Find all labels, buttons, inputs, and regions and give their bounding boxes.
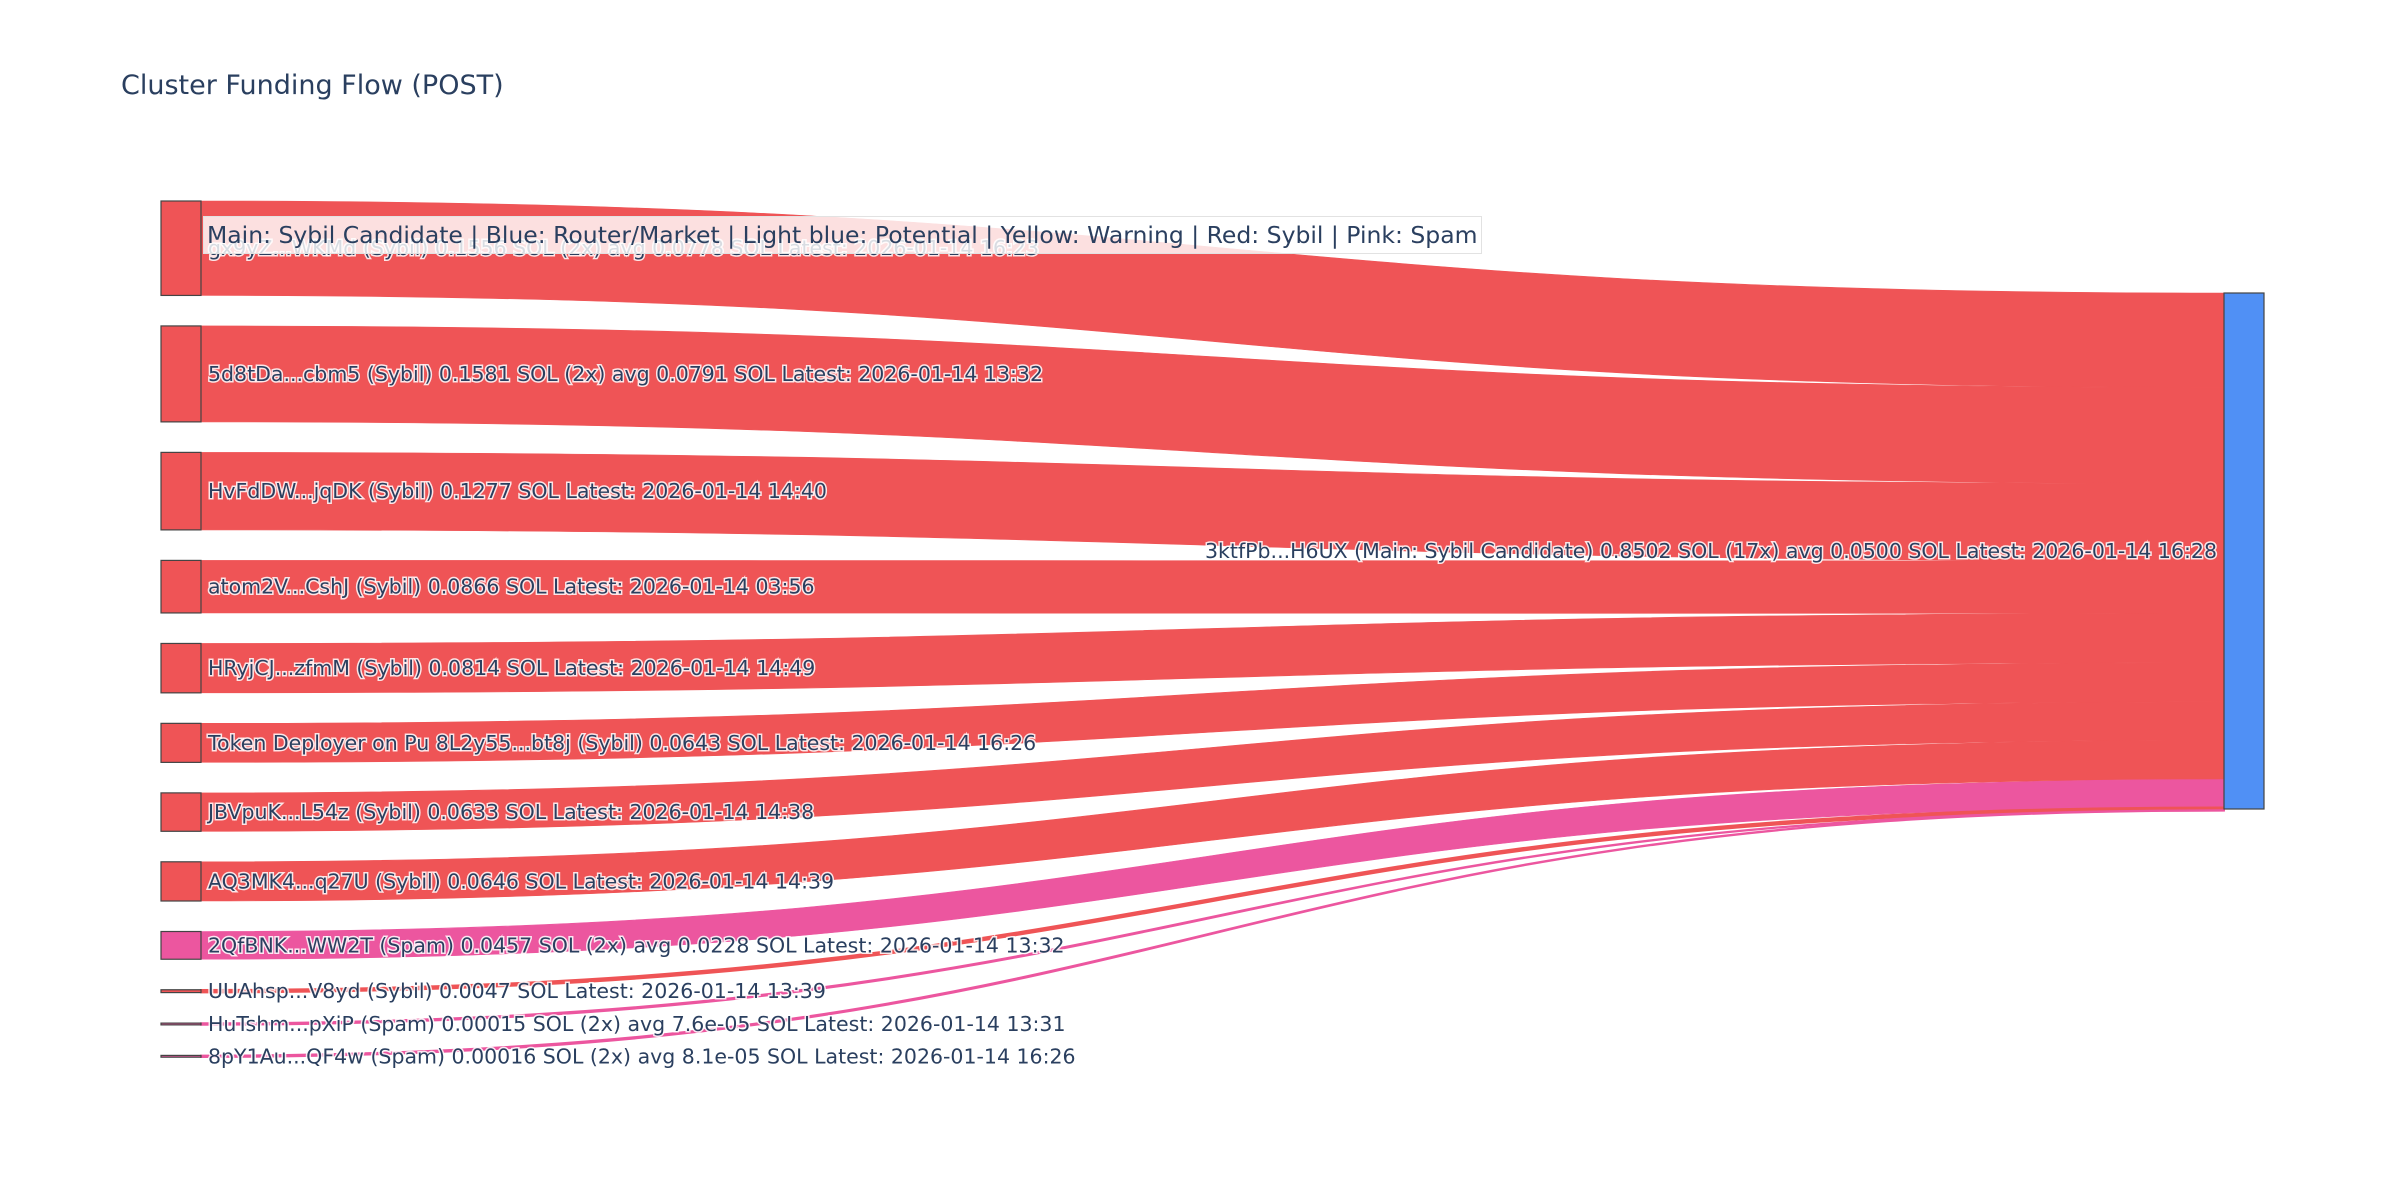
node-label-source-4-halo: HRyjCJ...zfmM (Sybil) 0.0814 SOL Latest:…	[208, 656, 815, 680]
node-label-source-10-halo: HuTshm...pXiP (Spam) 0.00015 SOL (2x) av…	[208, 1012, 1066, 1036]
node-label-source-9: UUAhsp...V8yd (Sybil) 0.0047 SOL Latest:…	[208, 979, 826, 1003]
node-label-source-1: 5d8tDa...cbm5 (Sybil) 0.1581 SOL (2x) av…	[208, 362, 1043, 386]
node-label-source-7-halo: AQ3MK4...q27U (Sybil) 0.0646 SOL Latest:…	[208, 869, 834, 893]
node-label-source-8: 2QfBNK...WW2T (Spam) 0.0457 SOL (2x) avg…	[208, 933, 1065, 957]
node-label-source-2: HvFdDW...jqDK (Sybil) 0.1277 SOL Latest:…	[208, 479, 827, 503]
node-source-3[interactable]	[160, 559, 202, 614]
node-label-source-10: HuTshm...pXiP (Spam) 0.00015 SOL (2x) av…	[208, 1012, 1066, 1036]
node-label-target-main-halo: 3ktfPb...H6UX (Main: Sybil Candidate) 0.…	[1205, 539, 2217, 563]
node-source-11[interactable]	[160, 1054, 202, 1058]
node-source-0[interactable]	[160, 200, 202, 297]
node-source-4[interactable]	[160, 642, 202, 694]
node-source-6[interactable]	[160, 792, 202, 832]
node-label-source-11-halo: 8pY1Au...QF4w (Spam) 0.00016 SOL (2x) av…	[208, 1044, 1076, 1068]
node-label-source-11: 8pY1Au...QF4w (Spam) 0.00016 SOL (2x) av…	[208, 1044, 1076, 1068]
nodes-layer	[160, 200, 2265, 1058]
chart-title: Cluster Funding Flow (POST)	[121, 70, 504, 101]
node-source-10[interactable]	[160, 1022, 202, 1026]
node-label-source-1-halo: 5d8tDa...cbm5 (Sybil) 0.1581 SOL (2x) av…	[208, 362, 1043, 386]
node-source-9[interactable]	[160, 989, 202, 994]
node-label-source-3-halo: atom2V...CshJ (Sybil) 0.0866 SOL Latest:…	[208, 575, 815, 599]
node-label-source-3: atom2V...CshJ (Sybil) 0.0866 SOL Latest:…	[208, 575, 815, 599]
node-source-2[interactable]	[160, 451, 202, 531]
node-label-source-6-halo: JBVpuK...L54z (Sybil) 0.0633 SOL Latest:…	[206, 800, 814, 824]
node-source-7[interactable]	[160, 861, 202, 902]
node-source-1[interactable]	[160, 325, 202, 423]
node-label-source-8-halo: 2QfBNK...WW2T (Spam) 0.0457 SOL (2x) avg…	[208, 933, 1065, 957]
node-source-8[interactable]	[160, 930, 202, 960]
node-label-source-9-halo: UUAhsp...V8yd (Sybil) 0.0047 SOL Latest:…	[208, 979, 826, 1003]
node-label-source-7: AQ3MK4...q27U (Sybil) 0.0646 SOL Latest:…	[208, 869, 834, 893]
node-label-source-2-halo: HvFdDW...jqDK (Sybil) 0.1277 SOL Latest:…	[208, 479, 827, 503]
legend-annotation: Main: Sybil Candidate | Blue: Router/Mar…	[203, 216, 1482, 254]
node-label-source-6: JBVpuK...L54z (Sybil) 0.0633 SOL Latest:…	[206, 800, 814, 824]
node-label-source-5: Token Deployer on Pu 8L2y55...bt8j (Sybi…	[207, 731, 1036, 755]
node-source-5[interactable]	[160, 722, 202, 763]
node-label-source-5-halo: Token Deployer on Pu 8L2y55...bt8j (Sybi…	[207, 731, 1036, 755]
links-layer	[200, 200, 2225, 1058]
link-source-11[interactable]	[200, 809, 2225, 1058]
node-target-main[interactable]	[2223, 292, 2265, 810]
node-label-source-4: HRyjCJ...zfmM (Sybil) 0.0814 SOL Latest:…	[208, 656, 815, 680]
node-label-target-main: 3ktfPb...H6UX (Main: Sybil Candidate) 0.…	[1205, 539, 2217, 563]
